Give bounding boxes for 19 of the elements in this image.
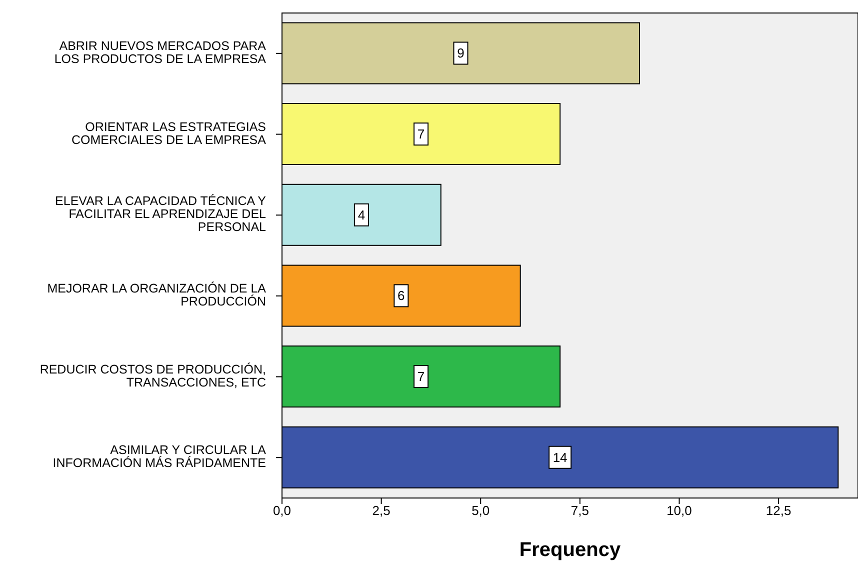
x-tick-label: 2,5 — [372, 503, 390, 518]
x-tick-label: 10,0 — [666, 503, 692, 518]
y-tick-label: MEJORAR LA ORGANIZACIÓN DE LA PRODUCCIÓN — [47, 282, 267, 309]
y-tick-label: ASIMILAR Y CIRCULAR LA INFORMACIÓN MÁS RÁPIDAMENTE — [52, 443, 267, 470]
y-tick-label: ELEVAR LA CAPACIDAD TÉCNICA Y FACILITAR EL APRENDIZAJE DEL PERSONAL — [55, 194, 267, 234]
data-label: 6 — [398, 288, 405, 304]
data-label: 14 — [552, 450, 568, 465]
data-label: 4 — [358, 207, 366, 222]
y-tick-label: ABRIR NUEVOS MERCADOS PARA LOS PRODUCTOS DE LA EMPRESA — [54, 39, 267, 66]
x-axis-title: Frequency — [519, 539, 622, 561]
x-tick-label: 0,0 — [272, 503, 292, 518]
x-tick-label: 7,5 — [570, 503, 589, 518]
data-label: 7 — [417, 368, 425, 384]
x-tick-label: 5,0 — [472, 503, 490, 518]
y-tick-label: REDUCIR COSTOS DE PRODUCCIÓN, TRANSACCIONES, ETC — [40, 362, 266, 390]
data-label: 9 — [457, 46, 464, 61]
data-label: 7 — [417, 126, 425, 142]
x-tick-label: 12,5 — [766, 503, 792, 518]
y-tick-label: ORIENTAR LAS ESTRATEGIAS COMERCIALES DE LA EMPRESA — [71, 120, 267, 148]
